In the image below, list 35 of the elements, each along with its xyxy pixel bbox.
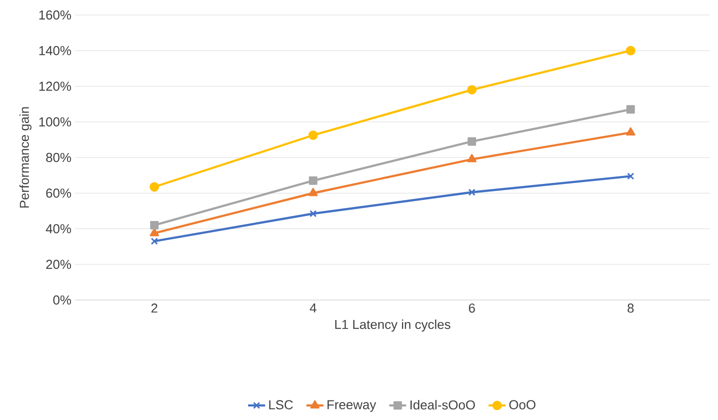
point (626, 105, 635, 114)
y-tick-label: 120% (39, 82, 72, 91)
y-tick-label: 140% (39, 46, 72, 56)
x-tick-label: 4 (310, 304, 316, 312)
point (467, 85, 477, 95)
point (150, 220, 159, 230)
legend-label: LSC (269, 400, 293, 410)
point (627, 172, 634, 180)
y-tick-label: 60% (46, 188, 72, 198)
legend-label: OoO (509, 400, 536, 410)
point (626, 127, 636, 136)
y-axis-title: Performance gain (19, 107, 32, 208)
x-tick-label: 2 (151, 304, 158, 313)
point (150, 182, 160, 192)
y-tick-label: 20% (46, 260, 72, 269)
y-tick-label: 0% (53, 295, 72, 305)
point (626, 46, 636, 56)
point (467, 154, 477, 162)
point (150, 238, 158, 245)
x-tick-label: 8 (628, 304, 634, 313)
y-tick-label: 40% (46, 224, 72, 234)
point (468, 188, 476, 196)
y-tick-label: 160% (39, 10, 72, 20)
point (308, 176, 318, 185)
legend-label: Ideal-sOoO (410, 400, 475, 410)
x-tick-label: 6 (468, 304, 475, 313)
point (468, 137, 476, 146)
x-axis-title: L1 Latency in cycles (335, 320, 450, 332)
y-tick-label: 100% (39, 117, 72, 126)
point (308, 130, 318, 140)
legend-label: Freeway (328, 400, 376, 412)
point (310, 210, 317, 218)
point (150, 228, 160, 236)
point (308, 188, 318, 196)
y-tick-label: 80% (46, 152, 72, 162)
